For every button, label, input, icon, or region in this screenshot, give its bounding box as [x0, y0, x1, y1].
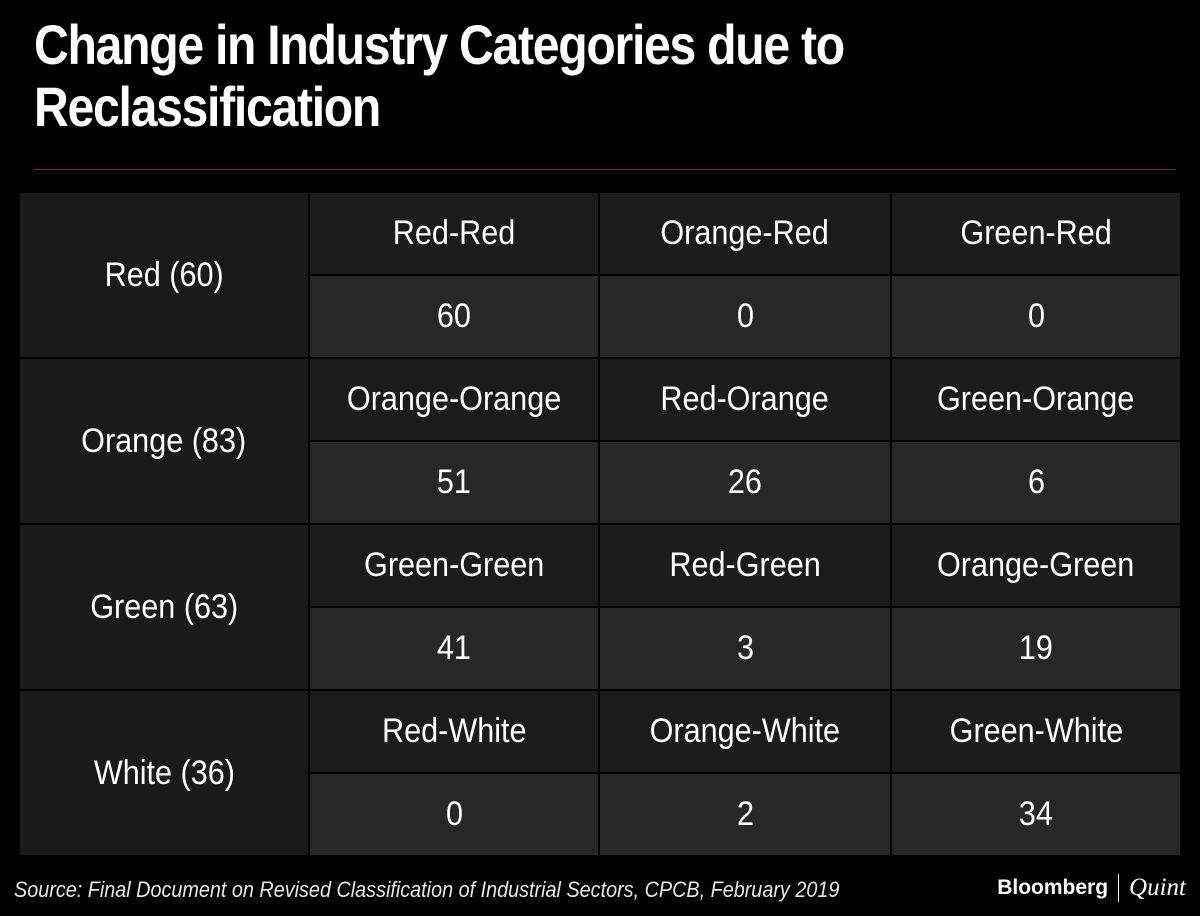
- transition-value-cell: 0: [600, 276, 892, 359]
- brand-secondary: Quint: [1129, 874, 1186, 901]
- transition-value: 0: [445, 795, 463, 833]
- transition-value: 6: [1027, 463, 1045, 501]
- transition-label: Red-Red: [392, 214, 516, 252]
- transition-label-cell: Orange-Orange: [310, 359, 600, 442]
- row-category-label: Red (60): [104, 255, 224, 294]
- brand-separator: [1118, 874, 1120, 902]
- row-category-cell: Green (63): [20, 525, 310, 691]
- transition-label: Green-Green: [363, 546, 545, 584]
- table-row: Green (63) Green-Green Red-Green Orange-Gre…: [20, 525, 1182, 691]
- transition-label: Orange-White: [649, 712, 841, 750]
- transition-label: Red-White: [381, 712, 527, 750]
- transition-value: 34: [1018, 795, 1054, 833]
- transition-label-cell: Green-Red: [892, 193, 1182, 276]
- transition-label: Red-Green: [669, 546, 821, 584]
- row-category-label: White (36): [93, 753, 235, 792]
- transition-label: Orange-Green: [937, 546, 1135, 584]
- transition-value-cell: 3: [600, 608, 892, 691]
- row-category-label: Orange (83): [81, 421, 247, 460]
- reclassification-table: Red (60) Red-Red Orange-Red Green-Red 60 0 0 Or…: [20, 193, 1182, 857]
- transition-label: Green-Red: [960, 214, 1112, 252]
- table-row: Orange (83) Orange-Orange Red-Orange Green-…: [20, 359, 1182, 525]
- table-row: White (36) Red-White Orange-White Green-Whi…: [20, 691, 1182, 857]
- transition-value-cell: 2: [600, 774, 892, 857]
- transition-value: 19: [1018, 629, 1054, 667]
- transition-label: Orange-Orange: [346, 380, 562, 418]
- transition-value-cell: 6: [892, 442, 1182, 525]
- transition-value: 41: [436, 629, 472, 667]
- brand-primary: Bloomberg: [997, 876, 1109, 899]
- transition-value-cell: 0: [310, 774, 600, 857]
- transition-value-cell: 60: [310, 276, 600, 359]
- transition-value: 3: [736, 629, 754, 667]
- table-row: Red (60) Red-Red Orange-Red Green-Red: [20, 193, 1182, 359]
- transition-value: 26: [727, 463, 763, 501]
- transition-label-cell: Red-White: [310, 691, 600, 774]
- transition-value: 0: [1027, 297, 1045, 335]
- transition-label: Red-Orange: [660, 380, 830, 418]
- brand-logo: Bloomberg Quint: [997, 874, 1186, 902]
- row-category-cell: Red (60): [20, 193, 310, 359]
- table-row: 51 26 6: [20, 442, 1182, 525]
- transition-label-cell: Red-Green: [600, 525, 892, 608]
- transition-label: Orange-Red: [660, 214, 830, 252]
- transition-value-cell: 34: [892, 774, 1182, 857]
- transition-label-cell: Red-Red: [310, 193, 600, 276]
- transition-label-cell: Green-Orange: [892, 359, 1182, 442]
- table-row: 41 3 19: [20, 608, 1182, 691]
- transition-value-cell: 51: [310, 442, 600, 525]
- transition-label-cell: Green-White: [892, 691, 1182, 774]
- table-row: 0 2 34: [20, 774, 1182, 857]
- source-note: Source: Final Document on Revised Classi…: [14, 877, 840, 902]
- transition-value-cell: 26: [600, 442, 892, 525]
- transition-label-cell: Orange-White: [600, 691, 892, 774]
- transition-label-cell: Orange-Green: [892, 525, 1182, 608]
- transition-value: 51: [436, 463, 472, 501]
- chart-title: Change in Industry Categories due to Rec…: [34, 13, 845, 138]
- transition-value-cell: 41: [310, 608, 600, 691]
- title-divider: [34, 169, 1176, 170]
- transition-label: Green-White: [949, 712, 1123, 750]
- transition-value-cell: 19: [892, 608, 1182, 691]
- transition-value: 2: [736, 795, 754, 833]
- transition-value-cell: 0: [892, 276, 1182, 359]
- row-category-cell: White (36): [20, 691, 310, 857]
- transition-label: Green-Orange: [937, 380, 1135, 418]
- transition-label-cell: Orange-Red: [600, 193, 892, 276]
- transition-label-cell: Green-Green: [310, 525, 600, 608]
- table-row: 60 0 0: [20, 276, 1182, 359]
- row-category-cell: Orange (83): [20, 359, 310, 525]
- transition-value: 0: [736, 297, 754, 335]
- transition-value: 60: [436, 297, 472, 335]
- row-category-label: Green (63): [90, 587, 238, 626]
- transition-label-cell: Red-Orange: [600, 359, 892, 442]
